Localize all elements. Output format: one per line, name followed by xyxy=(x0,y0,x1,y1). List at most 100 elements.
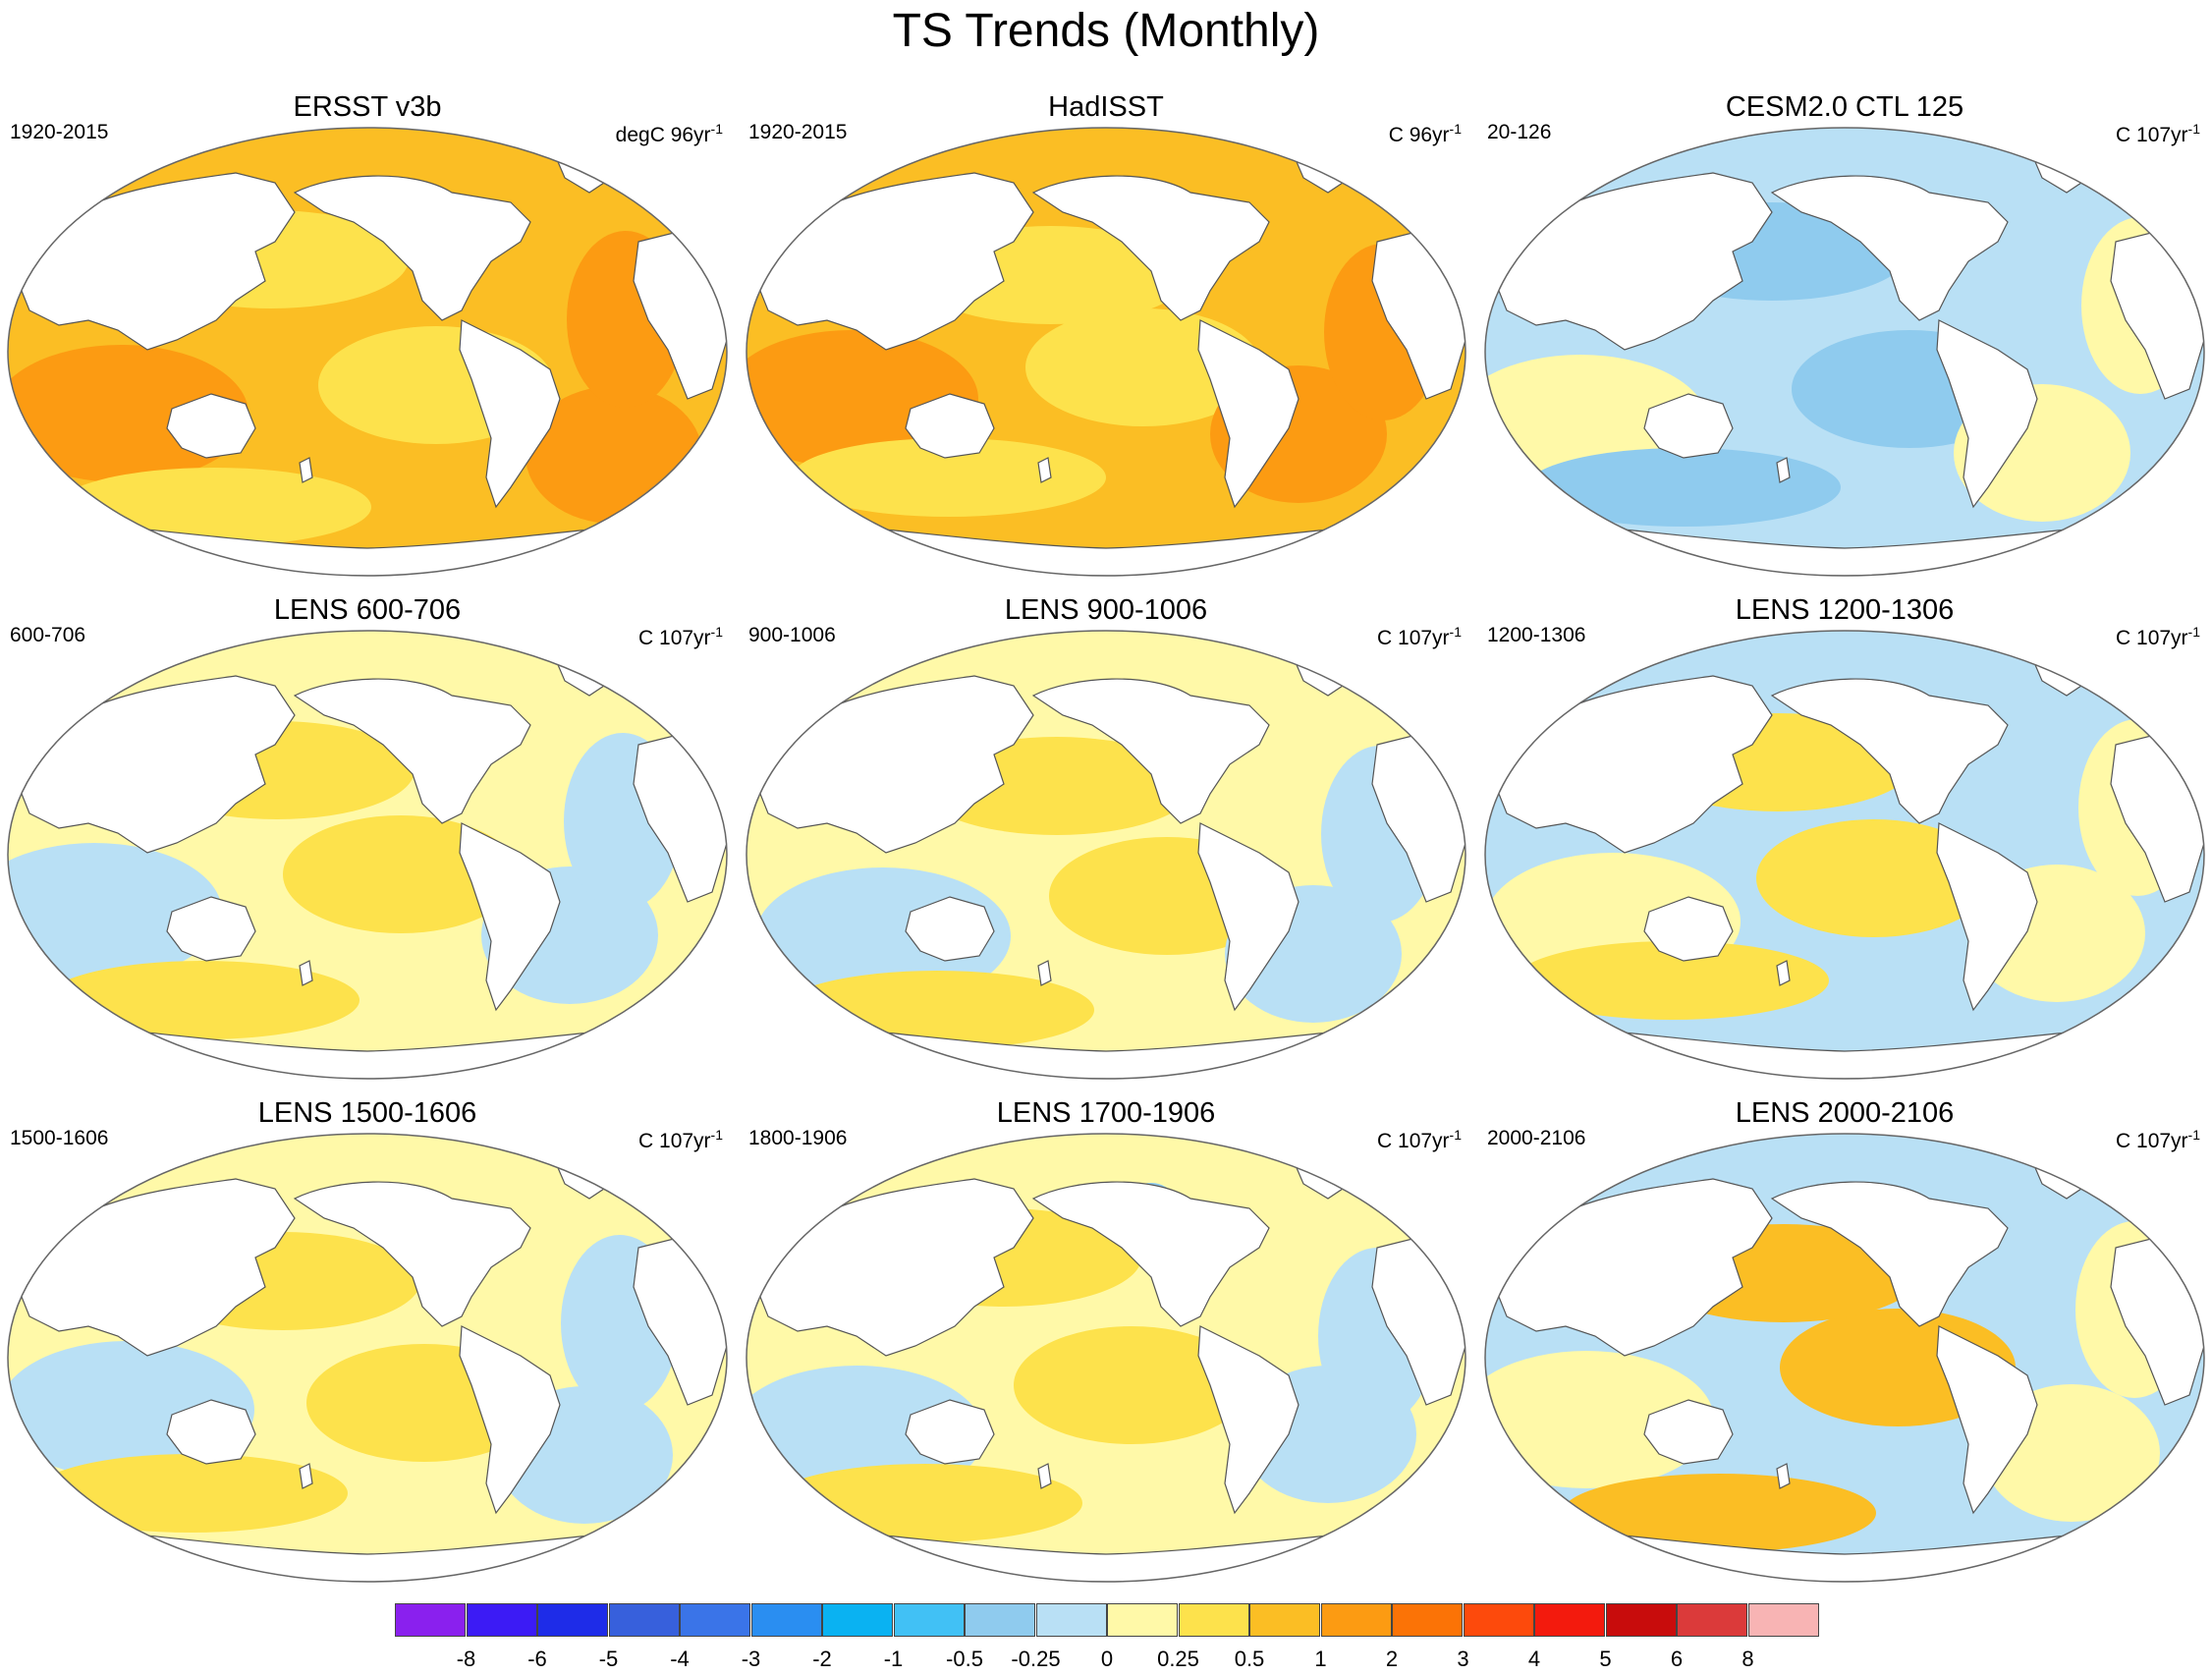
robinson-map xyxy=(7,127,728,577)
land-mass xyxy=(1031,678,1270,824)
trend-patch xyxy=(1515,941,1829,1020)
land-mass xyxy=(905,393,995,459)
land-mass xyxy=(1770,175,2009,321)
map-outline xyxy=(1484,1133,2205,1583)
colorbar-swatch xyxy=(537,1603,608,1637)
land-mass xyxy=(293,1181,531,1327)
colorbar-tick-label: 0.25 xyxy=(1157,1647,1199,1671)
units-text: C 107yr xyxy=(2116,1130,2188,1152)
panel-title: CESM2.0 CTL 125 xyxy=(1725,91,1964,123)
panel-period: 20-126 xyxy=(1487,121,1552,143)
colorbar-tick-label: -4 xyxy=(670,1647,690,1671)
map-panel: ERSST v3b 1920-2015 degC 96yr-1 xyxy=(0,90,735,582)
panel-units: C 107yr-1 xyxy=(638,619,723,651)
units-text: C 107yr xyxy=(1377,1130,1450,1152)
map-panel: LENS 900-1006 900-1006 C 107yr-1 xyxy=(739,593,1473,1085)
colorbar-swatch xyxy=(893,1603,965,1637)
map-outline xyxy=(1484,630,2205,1080)
trend-patch xyxy=(33,1454,348,1533)
units-text: degC 96yr xyxy=(615,124,711,146)
panel-period: 1500-1606 xyxy=(10,1127,109,1149)
land-mass xyxy=(1037,960,1052,986)
trend-patch xyxy=(792,438,1106,517)
land-mass xyxy=(1643,1399,1734,1465)
robinson-map xyxy=(1484,127,2205,577)
colorbar-tick-label: -0.25 xyxy=(1011,1647,1061,1671)
panel-period: 1200-1306 xyxy=(1487,624,1586,646)
colorbar-tick-label: -0.5 xyxy=(946,1647,983,1671)
units-text: C 107yr xyxy=(2116,124,2188,146)
land-mass xyxy=(1037,1463,1052,1489)
units-exponent: -1 xyxy=(1449,1127,1462,1143)
land-mass xyxy=(1776,457,1791,483)
colorbar-tick-label: 2 xyxy=(1385,1647,1399,1671)
panel-units: degC 96yr-1 xyxy=(616,116,723,148)
land-mass xyxy=(166,393,256,459)
colorbar-swatch xyxy=(395,1603,466,1637)
map-panel: LENS 1500-1606 1500-1606 C 107yr-1 xyxy=(0,1096,735,1588)
land-mass xyxy=(1643,393,1734,459)
colorbar-swatch xyxy=(1035,1603,1107,1637)
colorbar-swatch xyxy=(822,1603,893,1637)
map-outline xyxy=(746,127,1466,577)
panel-title: LENS 1500-1606 xyxy=(257,1097,477,1129)
colorbar-swatch xyxy=(1320,1603,1392,1637)
panel-period: 600-706 xyxy=(10,624,86,646)
colorbar-tick-label: -1 xyxy=(883,1647,904,1671)
map-outline xyxy=(746,1133,1466,1583)
map-outline xyxy=(7,127,728,577)
land-mass xyxy=(1197,822,1300,1012)
land-mass xyxy=(905,1399,995,1465)
land-mass xyxy=(1031,1181,1270,1327)
colorbar-tick-label: 6 xyxy=(1670,1647,1684,1671)
trend-patch xyxy=(45,961,359,1039)
map-outline xyxy=(1484,127,2205,577)
colorbar-swatch xyxy=(1677,1603,1747,1637)
land-mass xyxy=(1776,960,1791,986)
land-mass xyxy=(1770,1181,2009,1327)
panel-title: ERSST v3b xyxy=(293,91,442,123)
colorbar-swatch xyxy=(1107,1603,1178,1637)
panel-units: C 107yr-1 xyxy=(2116,1122,2200,1154)
map-panel: LENS 1200-1306 1200-1306 C 107yr-1 xyxy=(1477,593,2212,1085)
units-exponent: -1 xyxy=(2187,1127,2200,1143)
units-text: C 107yr xyxy=(1377,627,1450,649)
colorbar-tick-label: 5 xyxy=(1599,1647,1612,1671)
map-panel: HadISST 1920-2015 C 96yr-1 xyxy=(739,90,1473,582)
colorbar-swatch xyxy=(1249,1603,1320,1637)
map-panel: LENS 1700-1906 1800-1906 C 107yr-1 xyxy=(739,1096,1473,1588)
panel-units: C 96yr-1 xyxy=(1389,116,1462,148)
colorbar-tick-label: -8 xyxy=(456,1647,476,1671)
colorbar-swatch xyxy=(750,1603,822,1637)
colorbar xyxy=(395,1603,1819,1639)
map-panel: CESM2.0 CTL 125 20-126 C 107yr-1 xyxy=(1477,90,2212,582)
land-mass xyxy=(459,319,561,509)
panel-title: HadISST xyxy=(1048,91,1164,123)
panel-units: C 107yr-1 xyxy=(1377,619,1462,651)
units-exponent: -1 xyxy=(710,624,723,640)
units-text: C 96yr xyxy=(1388,124,1450,146)
figure-title: TS Trends (Monthly) xyxy=(892,5,1320,57)
units-exponent: -1 xyxy=(1449,624,1462,640)
trend-patch xyxy=(1756,819,1992,937)
colorbar-tick-label: -6 xyxy=(527,1647,547,1671)
colorbar-tick-label: -2 xyxy=(812,1647,832,1671)
land-mass xyxy=(1197,1325,1300,1515)
map-outline xyxy=(746,630,1466,1080)
panel-units: C 107yr-1 xyxy=(2116,116,2200,148)
land-mass xyxy=(293,678,531,824)
panel-title: LENS 900-1006 xyxy=(1004,594,1208,626)
colorbar-tick-label: 0.5 xyxy=(1234,1647,1265,1671)
colorbar-tick-label: -3 xyxy=(741,1647,761,1671)
units-exponent: -1 xyxy=(710,121,723,137)
units-text: C 107yr xyxy=(2116,627,2188,649)
colorbar-tick-label: 3 xyxy=(1457,1647,1469,1671)
colorbar-tick-label: 8 xyxy=(1742,1647,1754,1671)
land-mass xyxy=(1936,1325,2038,1515)
colorbar-tick-label: 1 xyxy=(1314,1647,1327,1671)
colorbar-swatch xyxy=(1605,1603,1677,1637)
colorbar-swatch xyxy=(680,1603,750,1637)
panel-units: C 107yr-1 xyxy=(2116,619,2200,651)
trend-patch xyxy=(57,468,371,546)
robinson-map xyxy=(7,1133,728,1583)
